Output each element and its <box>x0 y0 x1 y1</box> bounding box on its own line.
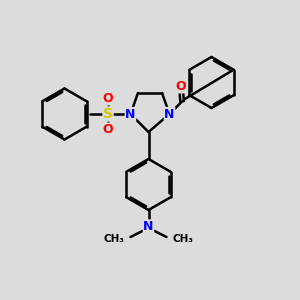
Text: N: N <box>143 220 154 233</box>
Text: S: S <box>103 107 113 121</box>
Text: N: N <box>164 107 175 121</box>
Text: N: N <box>125 107 136 121</box>
Text: O: O <box>103 123 113 136</box>
Text: CH₃: CH₃ <box>103 233 124 244</box>
Text: O: O <box>176 80 186 93</box>
Text: CH₃: CH₃ <box>172 233 194 244</box>
Text: O: O <box>103 92 113 105</box>
